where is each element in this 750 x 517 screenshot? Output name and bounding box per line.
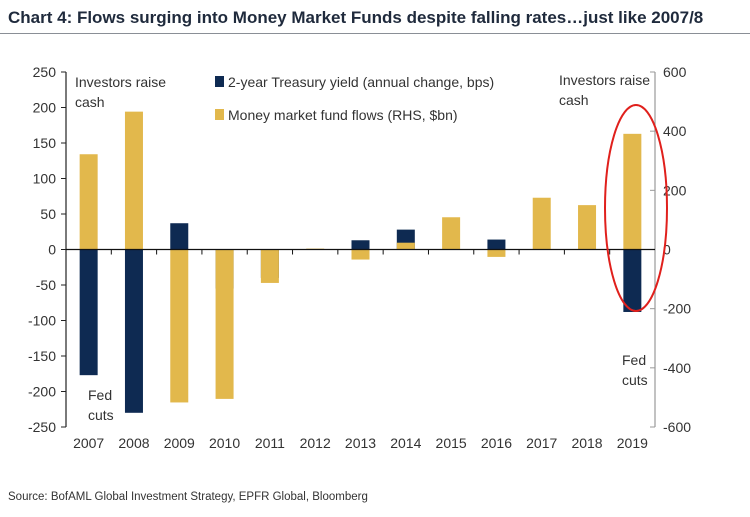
mmf-flow-bar-2009 xyxy=(170,249,189,403)
left-axis-tick-label: -100 xyxy=(28,313,56,329)
annotation-fed-cuts-left: Fed xyxy=(88,387,112,403)
annotation-fed-cuts-right: Fed xyxy=(622,352,646,368)
right-axis-tick-label: -200 xyxy=(663,301,691,317)
right-axis-tick-label: 600 xyxy=(663,64,687,80)
left-axis-tick-label: 50 xyxy=(40,206,56,222)
source-note: Source: BofAML Global Investment Strateg… xyxy=(8,491,368,503)
annotation-fed-cuts-right: cuts xyxy=(622,372,648,388)
annotation-fed-cuts-left: cuts xyxy=(88,407,114,423)
treasury-yield-bar-2019 xyxy=(623,249,642,312)
left-axis-tick-label: 200 xyxy=(33,100,57,116)
x-axis-tick-label: 2011 xyxy=(255,435,285,451)
annotation-investors-raise-cash-left: Investors raise xyxy=(75,74,166,90)
left-axis-tick-label: -150 xyxy=(28,348,56,364)
x-axis-tick-label: 2007 xyxy=(73,435,104,451)
legend-label: Money market fund flows (RHS, $bn) xyxy=(228,107,458,123)
x-axis-tick-label: 2017 xyxy=(526,435,557,451)
legend-label: 2-year Treasury yield (annual change, bp… xyxy=(228,74,494,90)
x-axis-tick-label: 2008 xyxy=(118,435,149,451)
x-axis-tick-label: 2018 xyxy=(571,435,602,451)
mmf-flow-bar-2011 xyxy=(260,249,279,283)
right-axis-tick-label: -600 xyxy=(663,419,691,435)
mmf-flow-bar-2013 xyxy=(351,249,370,260)
mmf-flow-bar-2007 xyxy=(79,154,98,250)
legend-swatch xyxy=(215,109,224,120)
left-axis-tick-label: -250 xyxy=(28,419,56,435)
highlight-ellipse-2019 xyxy=(604,104,668,312)
title-divider xyxy=(0,33,750,34)
mmf-flow-bar-2008 xyxy=(124,111,143,250)
left-axis-tick-label: 150 xyxy=(33,135,57,151)
x-axis-tick-label: 2019 xyxy=(617,435,648,451)
mmf-flow-bar-2019 xyxy=(623,133,642,250)
mmf-flow-bar-2015 xyxy=(442,217,461,250)
treasury-yield-bar-2013 xyxy=(351,240,370,250)
treasury-yield-bar-2007 xyxy=(79,249,98,376)
left-axis-tick-label: -50 xyxy=(36,277,56,293)
right-axis-tick-label: 400 xyxy=(663,123,687,139)
mmf-flow-bar-2010 xyxy=(215,249,234,399)
annotation-investors-raise-cash-right: cash xyxy=(559,92,589,108)
x-axis-tick-label: 2012 xyxy=(300,435,331,451)
x-axis-tick-label: 2015 xyxy=(436,435,467,451)
treasury-yield-bar-2008 xyxy=(124,249,143,413)
left-axis-tick-label: -200 xyxy=(28,384,56,400)
mmf-flow-bar-2016 xyxy=(487,249,506,257)
annotation-investors-raise-cash-left: cash xyxy=(75,94,105,110)
right-axis-tick-label: 0 xyxy=(663,242,671,258)
x-axis-tick-label: 2016 xyxy=(481,435,512,451)
mmf-flow-bar-2018 xyxy=(578,205,597,250)
left-axis-tick-label: 0 xyxy=(48,242,56,258)
right-axis-tick-label: -400 xyxy=(663,360,691,376)
x-axis-tick-label: 2014 xyxy=(390,435,421,451)
x-axis-tick-label: 2013 xyxy=(345,435,376,451)
mmf-flow-bar-2017 xyxy=(532,197,551,250)
left-axis-tick-label: 250 xyxy=(33,64,57,80)
legend-swatch xyxy=(215,76,224,87)
x-axis-tick-label: 2010 xyxy=(209,435,240,451)
mmf-flow-bar-2014 xyxy=(396,242,415,250)
annotation-investors-raise-cash-right: Investors raise xyxy=(559,72,650,88)
chart-title: Chart 4: Flows surging into Money Market… xyxy=(8,8,704,27)
x-axis-tick-label: 2009 xyxy=(164,435,195,451)
right-axis-tick-label: 200 xyxy=(663,182,687,198)
left-axis-tick-label: 100 xyxy=(33,171,57,187)
treasury-yield-bar-2009 xyxy=(170,223,189,250)
treasury-yield-bar-2016 xyxy=(487,239,506,250)
